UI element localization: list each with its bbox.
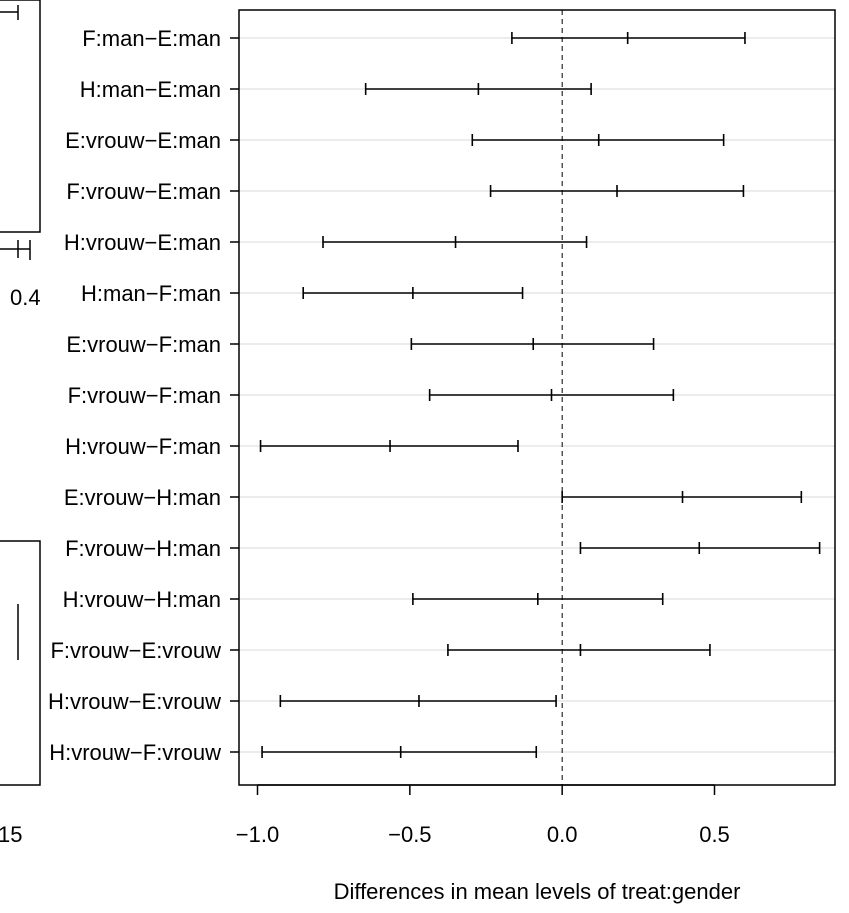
interval-10	[579, 542, 821, 554]
y-tick-label: H:vrouw−E:vrouw	[48, 689, 221, 714]
interval-4	[322, 236, 588, 248]
plot-frame	[238, 9, 836, 786]
y-tick-label: H:man−E:man	[80, 77, 221, 102]
interval-14	[261, 746, 538, 758]
y-tick-labels: F:man−E:man H:man−E:man E:vrouw−E:man F:vro…	[48, 26, 221, 765]
interval-11	[412, 593, 664, 605]
x-axis-title: Differences in mean levels of treat:gend…	[334, 879, 741, 904]
adjacent-panel-tick-label: 0.4	[10, 285, 41, 310]
y-tick-label: F:man−E:man	[82, 26, 221, 51]
interval-1	[364, 83, 592, 95]
y-tick-label: F:vrouw−E:man	[66, 179, 221, 204]
interval-9	[561, 491, 803, 503]
y-tick-label: H:vrouw−F:man	[65, 434, 221, 459]
interval-13	[279, 695, 557, 707]
y-tick-label: E:vrouw−F:man	[66, 332, 221, 357]
adjacent-panel-fragments	[0, 0, 41, 786]
interval-7	[428, 389, 675, 401]
x-tick-label: −0.5	[388, 822, 431, 847]
y-tick-label: F:vrouw−H:man	[65, 536, 221, 561]
y-tick-label: H:vrouw−H:man	[63, 587, 221, 612]
adjacent-panel-bottom-frame	[0, 540, 41, 786]
y-tick-label: H:vrouw−E:man	[64, 230, 221, 255]
x-tick-label: 0.5	[699, 822, 730, 847]
interval-0	[511, 32, 746, 44]
error-bars	[259, 32, 821, 758]
x-tick-label: 0.0	[547, 822, 578, 847]
y-tick-label: F:vrouw−F:man	[68, 383, 221, 408]
adjacent-panel-top-frame	[0, 0, 41, 233]
x-tick-label: −1.0	[236, 822, 279, 847]
y-tick-label: E:vrouw−H:man	[64, 485, 221, 510]
interval-2	[471, 134, 725, 146]
y-tick-label: E:vrouw−E:man	[65, 128, 221, 153]
interval-6	[410, 338, 655, 350]
y-tick-label: H:vrouw−F:vrouw	[49, 740, 221, 765]
y-tick-marks	[230, 37, 239, 753]
interval-12	[447, 644, 711, 656]
y-tick-label: H:man−F:man	[81, 281, 221, 306]
adjacent-panel-bottom-tick-label: 15	[0, 822, 22, 847]
y-tick-label: F:vrouw−E:vrouw	[50, 638, 221, 663]
x-axis: −1.0 −0.5 0.0 0.5	[236, 784, 730, 847]
interval-8	[259, 440, 519, 452]
interval-3	[489, 185, 745, 197]
interval-5	[302, 287, 524, 299]
